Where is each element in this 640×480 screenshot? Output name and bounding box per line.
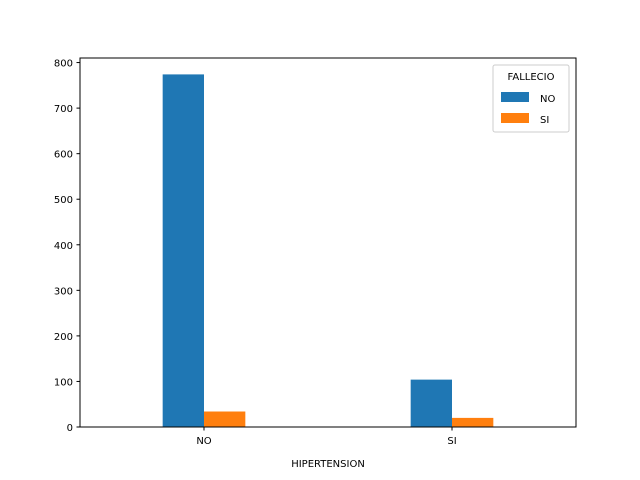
y-tick-label: 300 [54, 286, 73, 297]
legend-label-si: SI [540, 115, 549, 126]
y-tick-label: 400 [54, 241, 73, 252]
x-tick-label: SI [447, 436, 456, 447]
y-tick-label: 0 [67, 423, 73, 434]
legend-swatch-no [501, 92, 529, 102]
legend-swatch-si [501, 113, 529, 123]
plot-frame [79, 57, 577, 428]
x-axis-label: HIPERTENSION [291, 459, 365, 470]
bars-group [162, 74, 494, 428]
bar-no-no [162, 74, 204, 428]
x-tick-label: NO [196, 436, 211, 447]
y-tick-label: 200 [54, 332, 73, 343]
bar-si-no [410, 379, 452, 427]
y-axis: 0 100 200 300 400 500 600 700 800 [54, 59, 80, 434]
y-tick-label: 700 [54, 104, 73, 115]
y-tick-label: 600 [54, 150, 73, 161]
y-tick-label: 100 [54, 377, 73, 388]
x-axis: NO SI [196, 427, 457, 447]
y-tick-label: 800 [54, 59, 73, 70]
y-tick-label: 500 [54, 195, 73, 206]
bar-no-si [204, 411, 246, 427]
legend-label-no: NO [540, 94, 555, 105]
legend: FALLECIO NO SI [492, 64, 570, 133]
bar-si-si [452, 417, 494, 427]
legend-title: FALLECIO [508, 72, 555, 83]
